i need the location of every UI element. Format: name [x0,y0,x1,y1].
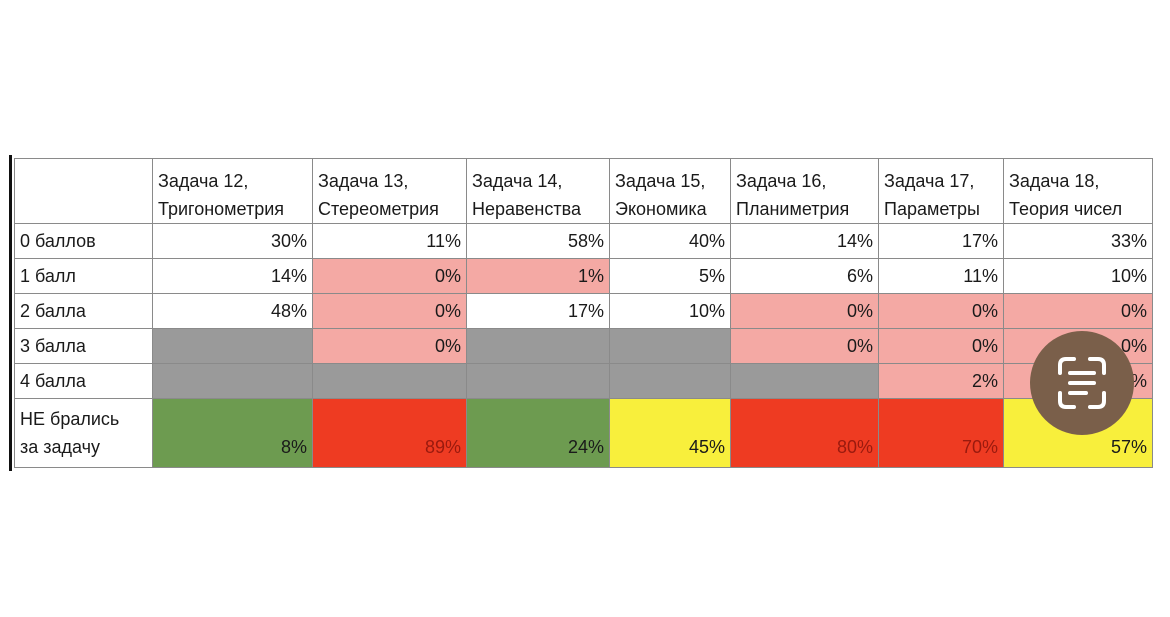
left-border [9,155,12,471]
value-cell: 10% [1003,258,1153,294]
table-row: 3 балла 0% 0% 0% 0% [14,328,1153,364]
text-line: Задача 17, [884,171,975,191]
text-line: Задача 15, [615,171,706,191]
table-row: 1 балл 14% 0% 1% 5% 6% 11% 10% [14,258,1153,294]
row-label: 0 баллов [14,223,153,259]
table-row: НЕ брались за задачу 8% 89% 24% 45% 80% 70% 57% [14,398,1153,468]
value-cell: 0% [730,293,879,329]
value-cell: 33% [1003,223,1153,259]
value-cell: 0% [878,328,1004,364]
value-cell: 0% [312,293,467,329]
value-cell [609,363,731,399]
results-table: Задача 12, Тригонометрия Задача 13, Стереом… [14,158,1153,468]
column-header: Задача 14, Неравенства [466,158,610,224]
text-line: 4 балла [20,370,86,391]
value-cell: 80% [730,398,879,468]
text-line: 0 баллов [20,230,96,251]
scan-text-button[interactable] [1030,331,1134,435]
value-cell: 0% [1003,293,1153,329]
column-header: Задача 18, Теория чисел [1003,158,1153,224]
value-cell [312,363,467,399]
value-cell: 8% [152,398,313,468]
value-cell: 0% [312,258,467,294]
text-line: Планиметрия [736,199,850,219]
column-header: Задача 12, Тригонометрия [152,158,313,224]
value-cell: 17% [878,223,1004,259]
column-header: Задача 16, Планиметрия [730,158,879,224]
value-cell: 0% [730,328,879,364]
value-cell: 89% [312,398,467,468]
text-line: Задача 18, [1009,171,1100,191]
table-row: 0 баллов 30% 11% 58% 40% 14% 17% 33% [14,223,1153,259]
table-body: Задача 12, Тригонометрия Задача 13, Стереом… [14,158,1153,468]
text-line: Экономика [615,199,707,219]
value-cell: 40% [609,223,731,259]
value-cell: 30% [152,223,313,259]
row-label: 2 балла [14,293,153,329]
text-line: 3 балла [20,335,86,356]
value-cell [152,363,313,399]
value-cell: 17% [466,293,610,329]
text-line: Задача 14, [472,171,563,191]
row-label: 3 балла [14,328,153,364]
value-cell: 48% [152,293,313,329]
value-cell [466,328,610,364]
value-cell: 14% [152,258,313,294]
value-cell: 14% [730,223,879,259]
value-cell [466,363,610,399]
text-line: Тригонометрия [158,199,285,219]
text-line: Стереометрия [318,199,439,219]
table-row: 4 балла 2% 0% [14,363,1153,399]
value-cell: 70% [878,398,1004,468]
value-cell [609,328,731,364]
value-cell: 58% [466,223,610,259]
column-header: Задача 17, Параметры [878,158,1004,224]
text-line: Задача 13, [318,171,409,191]
value-cell: 5% [609,258,731,294]
column-header: Задача 13, Стереометрия [312,158,467,224]
header-row: Задача 12, Тригонометрия Задача 13, Стереом… [14,158,1153,224]
row-label: НЕ брались за задачу [14,398,153,468]
value-cell: 10% [609,293,731,329]
table-row: 2 балла 48% 0% 17% 10% 0% 0% 0% [14,293,1153,329]
value-cell: 57% [1003,398,1153,468]
value-cell: 11% [878,258,1004,294]
column-header: Задача 15, Экономика [609,158,731,224]
text-line: Теория чисел [1009,199,1123,219]
value-cell: 2% [878,363,1004,399]
scan-icon [1058,357,1106,409]
text-line: НЕ брались [20,409,120,429]
value-cell: 0% [312,328,467,364]
value-cell: 24% [466,398,610,468]
text-line: за задачу [20,437,101,457]
value-cell: 1% [466,258,610,294]
text-line: Задача 16, [736,171,827,191]
value-cell [152,328,313,364]
value-cell [730,363,879,399]
value-cell: 6% [730,258,879,294]
corner-cell [14,158,153,224]
value-cell: 11% [312,223,467,259]
text-line: 2 балла [20,300,86,321]
row-label: 1 балл [14,258,153,294]
text-line: Неравенства [472,199,581,219]
text-line: 1 балл [20,265,76,286]
value-cell: 45% [609,398,731,468]
row-label: 4 балла [14,363,153,399]
value-cell: 0% [878,293,1004,329]
text-line: Параметры [884,199,980,219]
text-line: Задача 12, [158,171,249,191]
